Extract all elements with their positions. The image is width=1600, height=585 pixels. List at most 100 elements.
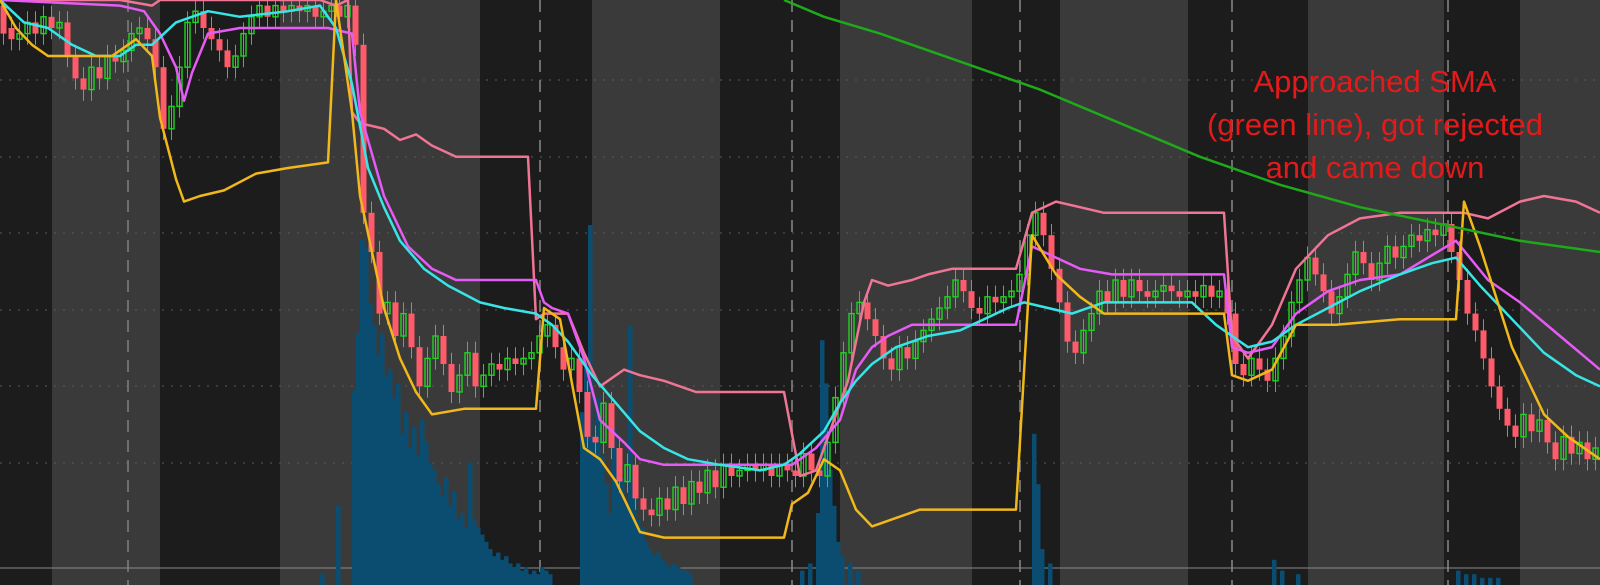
candle-body-up bbox=[480, 374, 487, 388]
candle-body-down bbox=[552, 324, 559, 348]
volume-bar bbox=[648, 549, 653, 585]
volume-bar bbox=[600, 455, 605, 585]
candle-body-up bbox=[400, 312, 407, 337]
candle-body-down bbox=[1448, 224, 1455, 252]
volume-bar bbox=[508, 563, 513, 585]
volume-bar bbox=[500, 559, 505, 585]
candle-body-down bbox=[752, 464, 759, 471]
candle-body-down bbox=[264, 5, 271, 17]
candle-body-up bbox=[1088, 312, 1095, 332]
candle-body-up bbox=[520, 357, 527, 365]
volume-bar bbox=[512, 567, 517, 585]
indicator-lines bbox=[0, 0, 1600, 539]
candle-body-down bbox=[1416, 235, 1423, 241]
candle-body-down bbox=[1528, 414, 1535, 432]
candle-body-down bbox=[152, 39, 159, 68]
volume-bar bbox=[604, 484, 609, 585]
volume-bars bbox=[320, 225, 1501, 585]
candle-body-down bbox=[576, 358, 583, 392]
candle-body-down bbox=[968, 291, 975, 308]
candle-body-down bbox=[632, 464, 639, 499]
candle-body-up bbox=[688, 480, 695, 505]
candle-body-up bbox=[328, 4, 335, 12]
candle-body-up bbox=[184, 21, 191, 68]
volume-bar bbox=[380, 333, 385, 585]
candle-body-down bbox=[80, 78, 87, 90]
candle-body-up bbox=[952, 279, 959, 298]
volume-bar bbox=[484, 541, 489, 585]
candle-body-down bbox=[1176, 291, 1183, 297]
volume-bar bbox=[1032, 433, 1037, 585]
candle-body-up bbox=[240, 32, 247, 57]
candle-body-down bbox=[512, 358, 519, 364]
indicator-line-4 bbox=[0, 0, 1600, 539]
candle-body-up bbox=[656, 497, 663, 516]
volume-bar bbox=[388, 369, 393, 585]
candle-body-down bbox=[96, 67, 103, 79]
volume-bar bbox=[520, 570, 525, 585]
volume-bar bbox=[448, 505, 453, 585]
candle-body-down bbox=[696, 481, 703, 493]
volume-bar bbox=[608, 513, 613, 585]
candle-body-down bbox=[560, 347, 567, 370]
candle-body-up bbox=[88, 66, 95, 91]
candle-body-down bbox=[1056, 268, 1063, 303]
candle-body-down bbox=[32, 22, 39, 34]
candle-body-down bbox=[72, 56, 79, 79]
volume-bar bbox=[504, 556, 509, 585]
volume-bar bbox=[856, 570, 861, 585]
volume-bar bbox=[516, 563, 521, 585]
volume-bar bbox=[420, 419, 425, 585]
candle-body-up bbox=[256, 4, 263, 18]
candle-body-down bbox=[408, 313, 415, 348]
volume-bar bbox=[660, 559, 665, 585]
candle-body-up bbox=[1032, 212, 1039, 236]
candle-body-down bbox=[728, 464, 735, 476]
candle-body-up bbox=[136, 27, 143, 35]
candle-body-down bbox=[416, 347, 423, 387]
candle-body-down bbox=[8, 28, 15, 40]
candle-body-down bbox=[1392, 246, 1399, 258]
candle-body-up bbox=[704, 469, 711, 494]
candle-body-up bbox=[736, 469, 743, 477]
candle-body-up bbox=[1352, 251, 1359, 276]
volume-bar bbox=[408, 448, 413, 585]
volume-bar bbox=[1472, 574, 1477, 585]
candle-body-up bbox=[1376, 262, 1383, 281]
candle-body-down bbox=[1480, 330, 1487, 359]
candle-body-down bbox=[336, 5, 343, 17]
candle-body-up bbox=[1384, 245, 1391, 264]
candle-body-up bbox=[456, 374, 463, 393]
volume-bar bbox=[584, 361, 589, 585]
candle-body-down bbox=[1464, 280, 1471, 314]
volume-bar bbox=[440, 495, 445, 585]
candle-body-down bbox=[472, 352, 479, 387]
candle-body-down bbox=[768, 464, 775, 476]
candle-body-down bbox=[616, 448, 623, 482]
candle-body-down bbox=[992, 296, 999, 303]
candle-body-up bbox=[168, 105, 175, 130]
candle-body-down bbox=[1168, 285, 1175, 292]
candle-body-up bbox=[1248, 357, 1255, 376]
volume-bar bbox=[404, 412, 409, 585]
candle-body-up bbox=[1000, 296, 1007, 304]
candle-body-up bbox=[944, 296, 951, 309]
candle-body-down bbox=[1320, 274, 1327, 292]
volume-bar bbox=[532, 570, 537, 585]
volume-bar bbox=[412, 426, 417, 585]
candle-body-down bbox=[160, 67, 167, 129]
volume-bar bbox=[496, 552, 501, 585]
candle-body-down bbox=[1104, 291, 1111, 303]
volume-bar bbox=[624, 505, 629, 585]
candle-body-up bbox=[504, 357, 511, 371]
indicator-line-3 bbox=[0, 0, 1600, 472]
candle-body-up bbox=[1560, 436, 1567, 460]
volume-bar bbox=[656, 552, 661, 585]
volume-bar bbox=[524, 567, 529, 585]
volume-bar bbox=[824, 383, 829, 585]
candle-body-up bbox=[1288, 301, 1295, 337]
candle-body-down bbox=[1144, 291, 1151, 297]
volume-bar bbox=[468, 462, 473, 585]
candle-body-down bbox=[664, 498, 671, 510]
